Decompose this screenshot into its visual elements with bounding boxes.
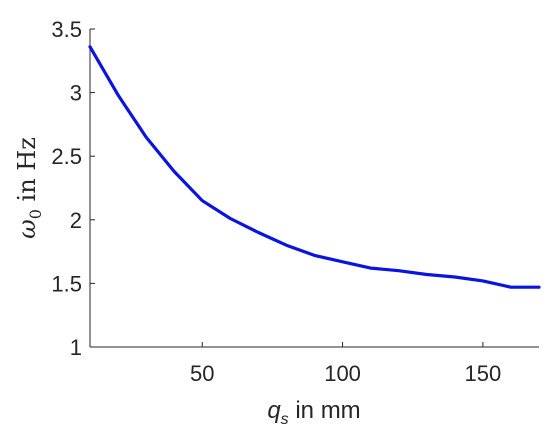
series-line [88,45,541,289]
y-tick-label: 2 [70,208,82,233]
y-tick-label: 3 [70,81,82,106]
x-tick-label: 100 [324,361,361,386]
y-tick-label: 1 [70,335,82,360]
y-axis-label: ω0 in Hz [13,137,45,239]
axes [89,29,539,348]
series-group [88,45,541,289]
x-ticks: 50 100 150 [190,342,501,386]
x-tick-label: 150 [465,361,502,386]
y-tick-label: 1.5 [51,271,82,296]
x-axis-label: qs in mm [267,397,360,428]
x-tick-label: 50 [190,361,214,386]
y-tick-label: 2.5 [51,144,82,169]
y-tick-label: 3.5 [51,17,82,42]
y-ticks: 1 1.5 2 2.5 3 3.5 [51,17,95,360]
